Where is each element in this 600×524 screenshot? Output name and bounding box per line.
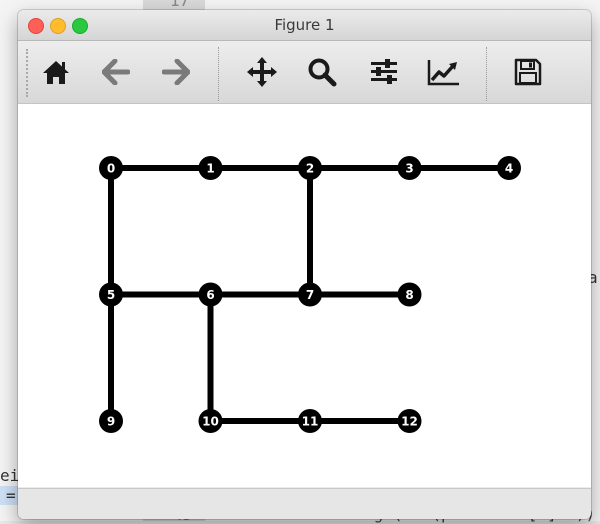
figure-canvas[interactable]: 0 1 2 3 4 5 6 7 8 9 10 11 12 [18, 104, 591, 487]
nodes-layer: 0 1 2 3 45 6 7 89 10 11 12 [99, 156, 521, 433]
pan-button[interactable] [244, 55, 280, 89]
figure-window: Figure 1 [18, 10, 591, 519]
toolbar-grip[interactable] [26, 49, 28, 97]
forward-button[interactable] [158, 55, 194, 89]
line-chart-icon [427, 60, 459, 86]
graph-node [298, 156, 322, 180]
minimize-window-button[interactable] [50, 18, 66, 34]
graph-node-label: 3 [405, 162, 413, 176]
edit-axes-button[interactable] [426, 55, 462, 89]
graph-node-label: 9 [107, 415, 115, 429]
edges-layer [108, 165, 509, 424]
zoom-button[interactable] [304, 55, 340, 89]
toolbar-separator [218, 47, 219, 101]
graph-node-label: 6 [206, 288, 214, 302]
graph-node [99, 409, 123, 433]
graph-node-label: 10 [202, 415, 219, 429]
status-bar [18, 488, 591, 519]
background-text-fragment: = [0, 486, 22, 505]
background-text-fragment: ei [0, 466, 20, 485]
graph-node [397, 156, 422, 180]
graph-node-label: 7 [306, 288, 314, 302]
close-window-button[interactable] [28, 18, 44, 34]
arrow-right-icon [162, 59, 190, 85]
graph-node [198, 282, 223, 307]
home-button[interactable] [38, 55, 74, 89]
floppy-disk-icon [514, 58, 542, 86]
graph-node-label: 8 [405, 288, 413, 302]
graph-node [198, 409, 223, 433]
graph-node-label: 2 [306, 162, 314, 176]
graph-plot: 0 1 2 3 45 6 7 89 10 11 12 [99, 156, 521, 433]
toolbar-separator [486, 47, 487, 101]
back-button[interactable] [98, 55, 134, 89]
sliders-icon [371, 59, 397, 84]
graph-node [397, 409, 422, 433]
window-title: Figure 1 [274, 16, 335, 34]
graph-node [298, 409, 322, 433]
graph-node [99, 156, 123, 180]
graph-node-label: 11 [302, 415, 319, 429]
graph-node [99, 282, 123, 307]
graph-node-label: 12 [401, 415, 418, 429]
graph-node-label: 1 [206, 162, 214, 176]
home-icon [43, 61, 69, 84]
configure-subplots-button[interactable] [366, 55, 402, 89]
graph-node [298, 282, 322, 307]
arrow-left-icon [102, 59, 130, 85]
graph-node-label: 5 [107, 288, 115, 302]
graph-node [198, 156, 223, 180]
graph-node-label: 0 [107, 162, 115, 176]
graph-node [497, 156, 521, 180]
graph-node [397, 282, 422, 307]
background-line-number: 17 [170, 0, 190, 10]
save-button[interactable] [510, 55, 546, 89]
graph-node-label: 4 [505, 162, 513, 176]
magnifier-icon [308, 58, 337, 87]
navigation-toolbar [18, 41, 591, 104]
background-text-fragment: a [588, 268, 598, 287]
title-bar[interactable]: Figure 1 [18, 10, 591, 41]
zoom-window-button[interactable] [72, 18, 88, 34]
move-icon [247, 57, 277, 87]
